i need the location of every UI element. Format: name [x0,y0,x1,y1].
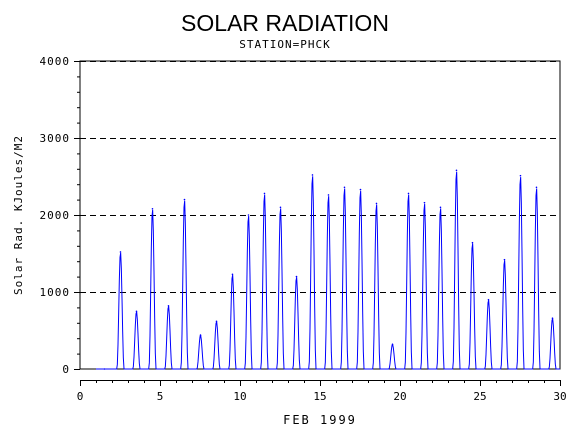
data-point-day-10 [247,214,250,216]
chart-subtitle: STATION=PHCK [239,38,330,51]
data-point-day-17 [359,188,362,191]
data-point-day-4 [151,208,154,210]
grid-lines [80,61,560,293]
data-point-day-23 [455,169,458,172]
data-point-day-2 [119,251,122,253]
y-tick-label-0: 0 [62,363,70,376]
data-point-day-15 [327,194,330,196]
solar-radiation-line [96,171,560,370]
x-tick-label-20: 20 [393,390,406,403]
x-tick-label-15: 15 [313,390,326,403]
data-point-day-27 [519,174,522,177]
y-tick-label-2000: 2000 [40,209,71,222]
data-point-day-3 [135,310,138,313]
y-tick-label-4000: 4000 [40,55,71,68]
x-axis-label: FEB 1999 [283,413,357,427]
data-point-day-21 [423,201,426,204]
data-point-day-19 [391,343,394,346]
data-point-day-28 [535,186,538,189]
chart-title: SOLAR RADIATION [181,10,389,36]
data-point-day-16 [343,186,346,189]
x-tick-label-0: 0 [77,390,84,403]
y-tick-label-1000: 1000 [40,286,71,299]
data-point-day-18 [375,202,378,205]
data-point-day-5 [167,305,170,307]
data-point-day-24 [471,241,474,244]
data-point-day-29 [551,317,554,319]
x-tick-label-5: 5 [157,390,164,403]
data-point-day-11 [263,192,266,195]
data-point-day-25 [487,298,490,301]
x-tick-label-10: 10 [233,390,246,403]
data-point-day-13 [295,275,298,278]
data-point-day-20 [407,192,410,195]
y-axis-label: Solar Rad. KJoules/M2 [12,135,25,295]
data-point-day-8 [215,320,218,323]
data-point-day-1 [103,368,106,370]
data-point-day-26 [503,258,506,261]
x-tick-label-25: 25 [473,390,486,403]
data-point-day-22 [439,206,442,209]
data-point-day-9 [231,273,234,276]
axes: 0 1000 2000 3000 4000 0 5 10 15 20 25 30 [40,55,567,403]
x-tick-label-30: 30 [553,390,566,403]
data-point-day-14 [311,174,314,176]
data-point-day-12 [279,206,282,209]
data-point-day-7 [199,334,202,336]
data-point-day-6 [183,198,186,201]
y-tick-label-3000: 3000 [40,132,71,145]
series-solar-radiation [96,169,560,370]
